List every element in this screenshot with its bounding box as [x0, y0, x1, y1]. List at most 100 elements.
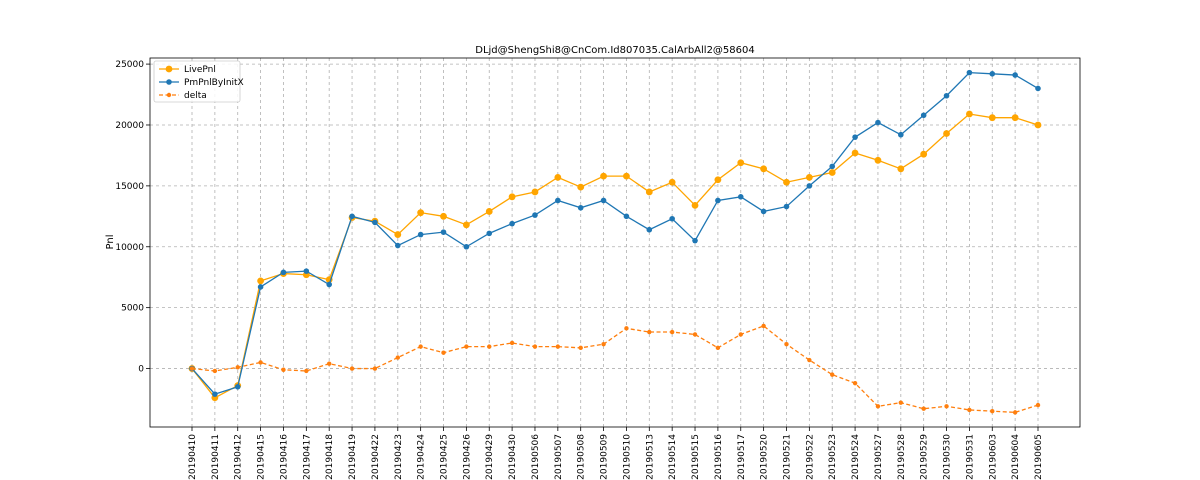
- data-point-delta: [304, 368, 309, 374]
- data-point-delta: [738, 332, 743, 337]
- data-point-livepnl: [897, 165, 905, 173]
- data-point-delta: [258, 360, 263, 365]
- data-point-livepnl: [920, 150, 928, 158]
- chart-title: DLjd@ShengShi8@CnCom.Id807035.CalArbAll2…: [475, 45, 755, 56]
- data-point-delta: [418, 344, 423, 349]
- data-point-livepnl: [691, 201, 699, 209]
- data-point-pmpnlbyinitx: [326, 281, 332, 288]
- x-tick-label: 20190426: [462, 434, 472, 480]
- x-tick-label: 20190508: [577, 434, 587, 480]
- x-tick-label: 20190423: [394, 434, 404, 480]
- legend-marker-livepnl: [165, 65, 173, 73]
- data-point-pmpnlbyinitx: [783, 203, 790, 210]
- data-point-pmpnlbyinitx: [875, 119, 881, 126]
- y-tick-label: 10000: [115, 243, 144, 253]
- x-tick-label: 20190429: [485, 434, 495, 480]
- data-point-delta: [624, 326, 629, 331]
- data-point-livepnl: [966, 110, 973, 118]
- series-line-delta: [191, 325, 1039, 414]
- data-point-pmpnlbyinitx: [920, 112, 927, 119]
- data-point-livepnl: [600, 172, 607, 180]
- data-point-pmpnlbyinitx: [1012, 72, 1018, 78]
- legend-marker-pmpnlbyinitx: [166, 79, 172, 85]
- data-point-delta: [326, 361, 332, 366]
- data-point-pmpnlbyinitx: [417, 231, 424, 238]
- data-point-pmpnlbyinitx: [737, 194, 744, 200]
- x-tick-label: 20190412: [234, 434, 244, 480]
- data-point-livepnl: [577, 183, 585, 191]
- data-point-livepnl: [462, 221, 470, 229]
- data-point-pmpnlbyinitx: [555, 197, 561, 204]
- data-point-livepnl: [508, 193, 516, 201]
- data-point-pmpnlbyinitx: [509, 220, 515, 227]
- x-axis: 20190410 20190411 20190412 20190415 20190416…: [188, 427, 1044, 480]
- x-tick-label: 20190515: [691, 434, 701, 480]
- data-point-livepnl: [714, 176, 722, 184]
- legend-label-livepnl: LivePnl: [184, 65, 216, 75]
- data-point-livepnl: [988, 114, 996, 122]
- data-point-livepnl: [874, 156, 882, 164]
- data-point-livepnl: [760, 165, 768, 173]
- y-tick-label: 5000: [121, 304, 144, 314]
- series-group: [188, 69, 1042, 415]
- data-point-delta: [509, 340, 515, 346]
- x-tick-label: 20190419: [348, 434, 358, 480]
- data-point-delta: [921, 406, 926, 411]
- data-point-pmpnlbyinitx: [349, 213, 355, 220]
- data-point-livepnl: [851, 149, 859, 157]
- data-point-delta: [807, 357, 812, 363]
- data-point-livepnl: [554, 173, 562, 181]
- data-point-pmpnlbyinitx: [303, 268, 310, 274]
- series-line-livepnl: [191, 113, 1039, 399]
- data-point-livepnl: [668, 178, 676, 186]
- data-point-pmpnlbyinitx: [280, 269, 287, 276]
- data-point-pmpnlbyinitx: [852, 134, 858, 140]
- legend: LivePnl PmPnlByInitX delta: [153, 60, 244, 103]
- data-point-pmpnlbyinitx: [257, 284, 264, 290]
- data-point-pmpnlbyinitx: [692, 237, 698, 244]
- x-tick-label: 20190527: [874, 434, 884, 480]
- plot-area-frame: [149, 57, 1081, 428]
- legend-label-delta: delta: [184, 91, 207, 101]
- data-point-livepnl: [257, 277, 264, 285]
- x-tick-label: 20190530: [943, 434, 953, 480]
- data-point-livepnl: [783, 178, 790, 186]
- data-point-delta: [875, 404, 881, 409]
- x-tick-label: 20190523: [828, 434, 838, 480]
- data-point-delta: [898, 400, 904, 405]
- series-line-pmpnlbyinitx: [191, 71, 1039, 395]
- data-point-pmpnlbyinitx: [646, 226, 653, 233]
- y-tick-label: 25000: [115, 60, 144, 70]
- y-axis-label: Pnl: [105, 235, 116, 250]
- data-point-livepnl: [394, 231, 402, 238]
- data-point-livepnl: [805, 173, 813, 181]
- data-point-delta: [830, 372, 835, 377]
- data-point-delta: [372, 366, 378, 371]
- x-tick-label: 20190506: [531, 434, 541, 480]
- data-point-delta: [761, 323, 766, 329]
- data-point-delta: [555, 344, 561, 349]
- x-tick-label: 20190528: [897, 434, 907, 480]
- x-tick-label: 20190604: [1011, 434, 1021, 480]
- data-point-livepnl: [1034, 121, 1042, 129]
- data-point-delta: [715, 345, 721, 351]
- y-tick-label: 20000: [115, 121, 144, 131]
- x-tick-label: 20190521: [782, 434, 792, 480]
- data-point-delta: [852, 380, 858, 386]
- data-point-pmpnlbyinitx: [234, 384, 241, 390]
- data-point-livepnl: [440, 212, 447, 220]
- data-point-livepnl: [943, 130, 950, 137]
- x-tick-label: 20190418: [325, 434, 335, 480]
- data-point-pmpnlbyinitx: [806, 183, 813, 189]
- y-tick-label: 0: [138, 365, 144, 375]
- x-tick-label: 20190430: [508, 434, 518, 480]
- x-tick-label: 20190605: [1034, 434, 1044, 480]
- data-point-livepnl: [828, 169, 836, 176]
- x-tick-label: 20190416: [279, 434, 289, 480]
- data-point-pmpnlbyinitx: [532, 212, 538, 218]
- data-point-pmpnlbyinitx: [372, 219, 378, 226]
- x-tick-label: 20190603: [988, 434, 998, 480]
- legend-label-pmpnlbyinitx: PmPnlByInitX: [184, 78, 244, 88]
- data-point-pmpnlbyinitx: [486, 230, 493, 237]
- x-tick-label: 20190529: [920, 434, 930, 480]
